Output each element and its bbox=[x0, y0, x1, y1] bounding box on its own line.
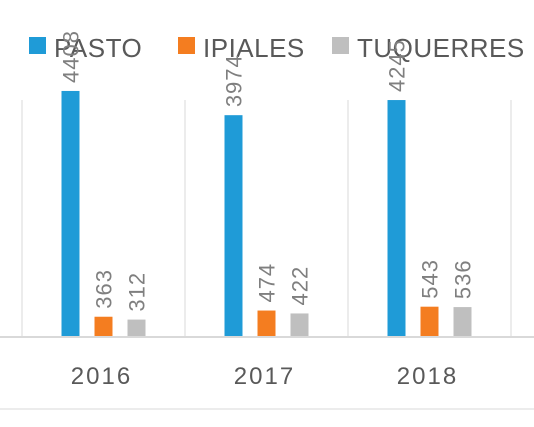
data-label-tuquerres-2018: 536 bbox=[451, 259, 476, 299]
data-label-tuquerres-2017: 422 bbox=[288, 266, 313, 306]
x-tick-label-2016: 2016 bbox=[71, 363, 132, 390]
legend: PASTO IPIALES TUQUERRES bbox=[29, 33, 525, 63]
data-label-ipiales-2017: 474 bbox=[255, 263, 280, 303]
x-tick-label-2017: 2017 bbox=[234, 363, 295, 390]
bar-pasto-2017 bbox=[224, 115, 243, 337]
bar-tuquerres-2018 bbox=[453, 307, 472, 337]
bars bbox=[61, 90, 472, 337]
bar-pasto-2016 bbox=[61, 90, 80, 337]
x-tick-label-2018: 2018 bbox=[397, 363, 458, 390]
data-label-tuquerres-2016: 312 bbox=[125, 272, 150, 312]
legend-label-ipiales: IPIALES bbox=[203, 33, 305, 63]
data-label-pasto-2018: 4245 bbox=[385, 39, 410, 92]
data-label-ipiales-2016: 363 bbox=[92, 269, 117, 309]
bar-tuquerres-2017 bbox=[290, 313, 309, 337]
bar-ipiales-2018 bbox=[420, 306, 439, 337]
data-labels: 4408 363 312 3974 474 422 4245 543 536 bbox=[59, 30, 476, 312]
legend-label-pasto: PASTO bbox=[54, 33, 142, 63]
data-label-pasto-2017: 3974 bbox=[222, 54, 247, 107]
legend-key-ipiales bbox=[178, 37, 195, 54]
x-axis-tick-labels: 2016 2017 2018 bbox=[71, 363, 458, 390]
data-label-pasto-2016: 4408 bbox=[59, 30, 84, 83]
bar-ipiales-2017 bbox=[257, 310, 276, 337]
legend-key-tuquerres bbox=[332, 37, 349, 54]
bar-ipiales-2016 bbox=[94, 316, 113, 337]
data-label-ipiales-2018: 543 bbox=[418, 259, 443, 299]
bar-pasto-2018 bbox=[387, 100, 406, 337]
legend-key-pasto bbox=[29, 37, 46, 54]
category-separators bbox=[21, 100, 512, 337]
legend-label-tuquerres: TUQUERRES bbox=[357, 33, 525, 63]
bar-tuquerres-2016 bbox=[127, 319, 146, 337]
